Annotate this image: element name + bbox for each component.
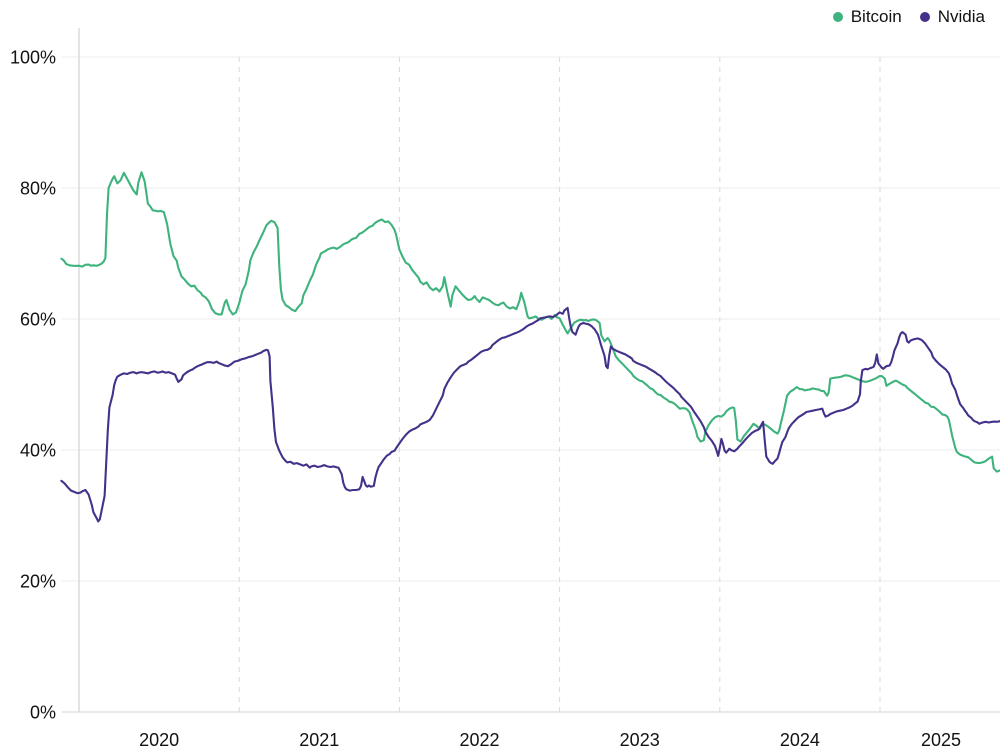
x-tick-label: 2020 xyxy=(139,730,179,750)
x-tick-label: 2021 xyxy=(299,730,339,750)
bitcoin-legend-dot-icon xyxy=(832,12,843,22)
legend-item-nvidia[interactable]: Nvidia xyxy=(919,6,985,28)
y-tick-label: 0% xyxy=(30,703,56,723)
x-tick-label: 2024 xyxy=(780,730,820,750)
chart-legend: Bitcoin Nvidia xyxy=(832,6,985,28)
y-axis-tick-labels: 0% 20% 40% 60% 80% 100% xyxy=(10,48,56,723)
nvidia-legend-dot-icon xyxy=(919,12,930,22)
y-tick-label: 100% xyxy=(10,48,56,68)
y-tick-label: 80% xyxy=(20,179,56,199)
x-tick-label: 2025 xyxy=(921,730,961,750)
x-tick-label: 2022 xyxy=(459,730,499,750)
x-tick-label: 2023 xyxy=(620,730,660,750)
horizontal-gridlines xyxy=(62,56,1000,713)
y-tick-label: 20% xyxy=(20,572,56,592)
legend-label-bitcoin: Bitcoin xyxy=(850,7,902,26)
y-tick-label: 60% xyxy=(20,310,56,330)
y-tick-label: 40% xyxy=(20,441,56,461)
legend-label-nvidia: Nvidia xyxy=(937,7,985,26)
x-axis-tick-labels: 2020 2021 2022 2023 2024 2025 xyxy=(139,730,961,750)
legend-item-bitcoin[interactable]: Bitcoin xyxy=(832,6,902,28)
series-line-nvidia xyxy=(60,306,1000,523)
series-line-bitcoin xyxy=(60,171,1000,473)
vertical-gridlines xyxy=(238,57,881,712)
